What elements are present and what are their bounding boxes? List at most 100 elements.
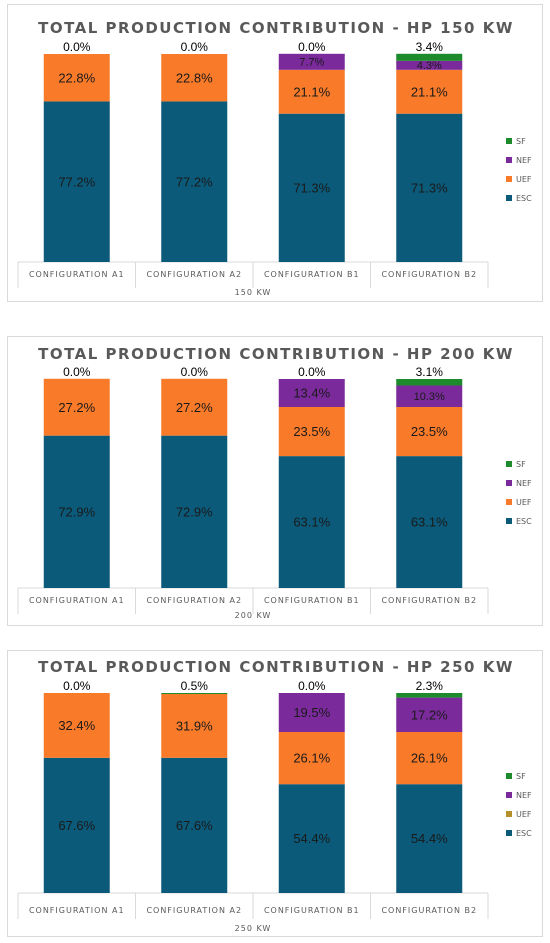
legend-label-sf: SF <box>516 460 526 469</box>
chart-panel-150kw: TOTAL PRODUCTION CONTRIBUTION - HP 150 K… <box>7 4 543 302</box>
bar-segment-sf <box>161 693 228 694</box>
data-label: 27.2% <box>176 400 213 415</box>
legend-swatch-sf <box>506 138 512 144</box>
data-label: 13.4% <box>293 386 330 401</box>
bar-segment-esc <box>43 101 110 262</box>
legend-swatch-esc <box>506 830 512 836</box>
x-axis-title: 200 KW <box>235 611 272 620</box>
legend-swatch-uef <box>506 811 512 817</box>
data-label: 23.5% <box>411 424 448 439</box>
bar-segment-nef <box>278 693 345 732</box>
legend-label-esc: ESC <box>516 517 532 526</box>
bar-segment-esc <box>43 757 110 893</box>
bar-segment-uef <box>161 694 228 758</box>
legend-swatch-nef <box>506 792 512 798</box>
legend-label-uef: UEF <box>516 498 532 507</box>
bar-segment-uef <box>396 732 463 785</box>
data-label: 54.4% <box>293 831 330 846</box>
chart-panel-250kw: TOTAL PRODUCTION CONTRIBUTION - HP 250 K… <box>7 650 543 937</box>
data-label-sf: 0.0% <box>298 365 326 379</box>
data-label: 72.9% <box>176 504 213 519</box>
category-label: CONFIGURATION B2 <box>381 596 477 605</box>
data-label-sf: 0.0% <box>181 40 209 54</box>
category-label: CONFIGURATION A1 <box>29 270 125 279</box>
data-label: 31.9% <box>176 718 213 733</box>
legend-swatch-esc <box>506 518 512 524</box>
chart-svg-150kw: TOTAL PRODUCTION CONTRIBUTION - HP 150 K… <box>17 19 532 297</box>
bar-segment-nef <box>278 53 345 70</box>
data-label: 63.1% <box>293 515 330 530</box>
legend-swatch-nef <box>506 480 512 486</box>
data-label: 19.5% <box>293 705 330 720</box>
bar-segment-esc <box>161 757 228 893</box>
legend-label-uef: UEF <box>516 175 532 184</box>
chart-svg-250kw: TOTAL PRODUCTION CONTRIBUTION - HP 250 K… <box>17 658 532 933</box>
data-label: 72.9% <box>58 504 95 519</box>
category-label: CONFIGURATION B2 <box>381 270 477 279</box>
chart-panel-200kw: TOTAL PRODUCTION CONTRIBUTION - HP 200 K… <box>7 336 543 626</box>
legend-swatch-esc <box>506 195 512 201</box>
legend-swatch-sf <box>506 773 512 779</box>
category-label: CONFIGURATION A1 <box>29 906 125 915</box>
bar-segment-nef <box>396 60 463 70</box>
data-label: 23.5% <box>293 424 330 439</box>
bar-segment-esc <box>396 784 463 893</box>
category-label: CONFIGURATION B1 <box>264 270 360 279</box>
legend-label-sf: SF <box>516 772 526 781</box>
bar-segment-uef <box>43 54 110 102</box>
data-label: 26.1% <box>293 751 330 766</box>
data-label-sf: 0.0% <box>298 40 326 54</box>
category-label: CONFIGURATION A1 <box>29 596 125 605</box>
category-label: CONFIGURATION A2 <box>146 270 242 279</box>
data-label: 27.2% <box>58 400 95 415</box>
bar-segment-esc <box>396 456 463 588</box>
data-label: 67.6% <box>176 818 213 833</box>
bar-segment-uef <box>43 693 110 758</box>
data-label-sf: 0.0% <box>63 679 91 693</box>
data-label: 17.2% <box>411 707 448 722</box>
data-label: 71.3% <box>411 180 448 195</box>
data-label-sf: 0.5% <box>181 679 209 693</box>
category-label: CONFIGURATION A2 <box>146 596 242 605</box>
legend-swatch-uef <box>506 499 512 505</box>
category-label: CONFIGURATION A2 <box>146 906 242 915</box>
bar-segment-uef <box>278 732 345 785</box>
chart-title: TOTAL PRODUCTION CONTRIBUTION - HP 200 K… <box>38 345 514 363</box>
data-label-sf: 0.0% <box>63 365 91 379</box>
legend-label-uef: UEF <box>516 810 532 819</box>
data-label-sf: 0.0% <box>63 40 91 54</box>
bar-segment-sf <box>396 53 463 61</box>
bar-segment-uef <box>396 69 463 114</box>
bar-segment-esc <box>161 435 228 588</box>
data-label: 77.2% <box>58 174 95 189</box>
bar-segment-esc <box>278 113 345 262</box>
legend-swatch-sf <box>506 461 512 467</box>
chart-title: TOTAL PRODUCTION CONTRIBUTION - HP 150 K… <box>38 19 514 37</box>
category-label: CONFIGURATION B2 <box>381 906 477 915</box>
data-label: 67.6% <box>58 818 95 833</box>
data-label: 21.1% <box>411 84 448 99</box>
bar-segment-nef <box>278 379 345 408</box>
bar-segment-nef <box>396 385 463 408</box>
legend-label-esc: ESC <box>516 194 532 203</box>
data-label: 21.1% <box>293 84 330 99</box>
data-label-sf: 0.0% <box>181 365 209 379</box>
legend-swatch-uef <box>506 176 512 182</box>
bar-segment-uef <box>396 407 463 457</box>
data-label-sf: 2.3% <box>416 679 444 693</box>
bar-segment-esc <box>278 456 345 588</box>
bar-segment-esc <box>43 435 110 588</box>
data-label-sf: 3.1% <box>416 365 444 379</box>
data-label: 22.8% <box>176 70 213 85</box>
bar-segment-uef <box>161 378 228 436</box>
category-label: CONFIGURATION B1 <box>264 596 360 605</box>
bar-segment-esc <box>278 784 345 893</box>
x-axis-title: 150 KW <box>235 288 272 297</box>
data-label: 4.3% <box>417 60 442 72</box>
bar-segment-nef <box>396 697 463 732</box>
bar-segment-uef <box>278 69 345 114</box>
data-label: 10.3% <box>414 391 445 403</box>
chart-svg-200kw: TOTAL PRODUCTION CONTRIBUTION - HP 200 K… <box>17 345 532 620</box>
x-axis-title: 250 KW <box>235 924 272 933</box>
chart-title: TOTAL PRODUCTION CONTRIBUTION - HP 250 K… <box>38 658 514 676</box>
